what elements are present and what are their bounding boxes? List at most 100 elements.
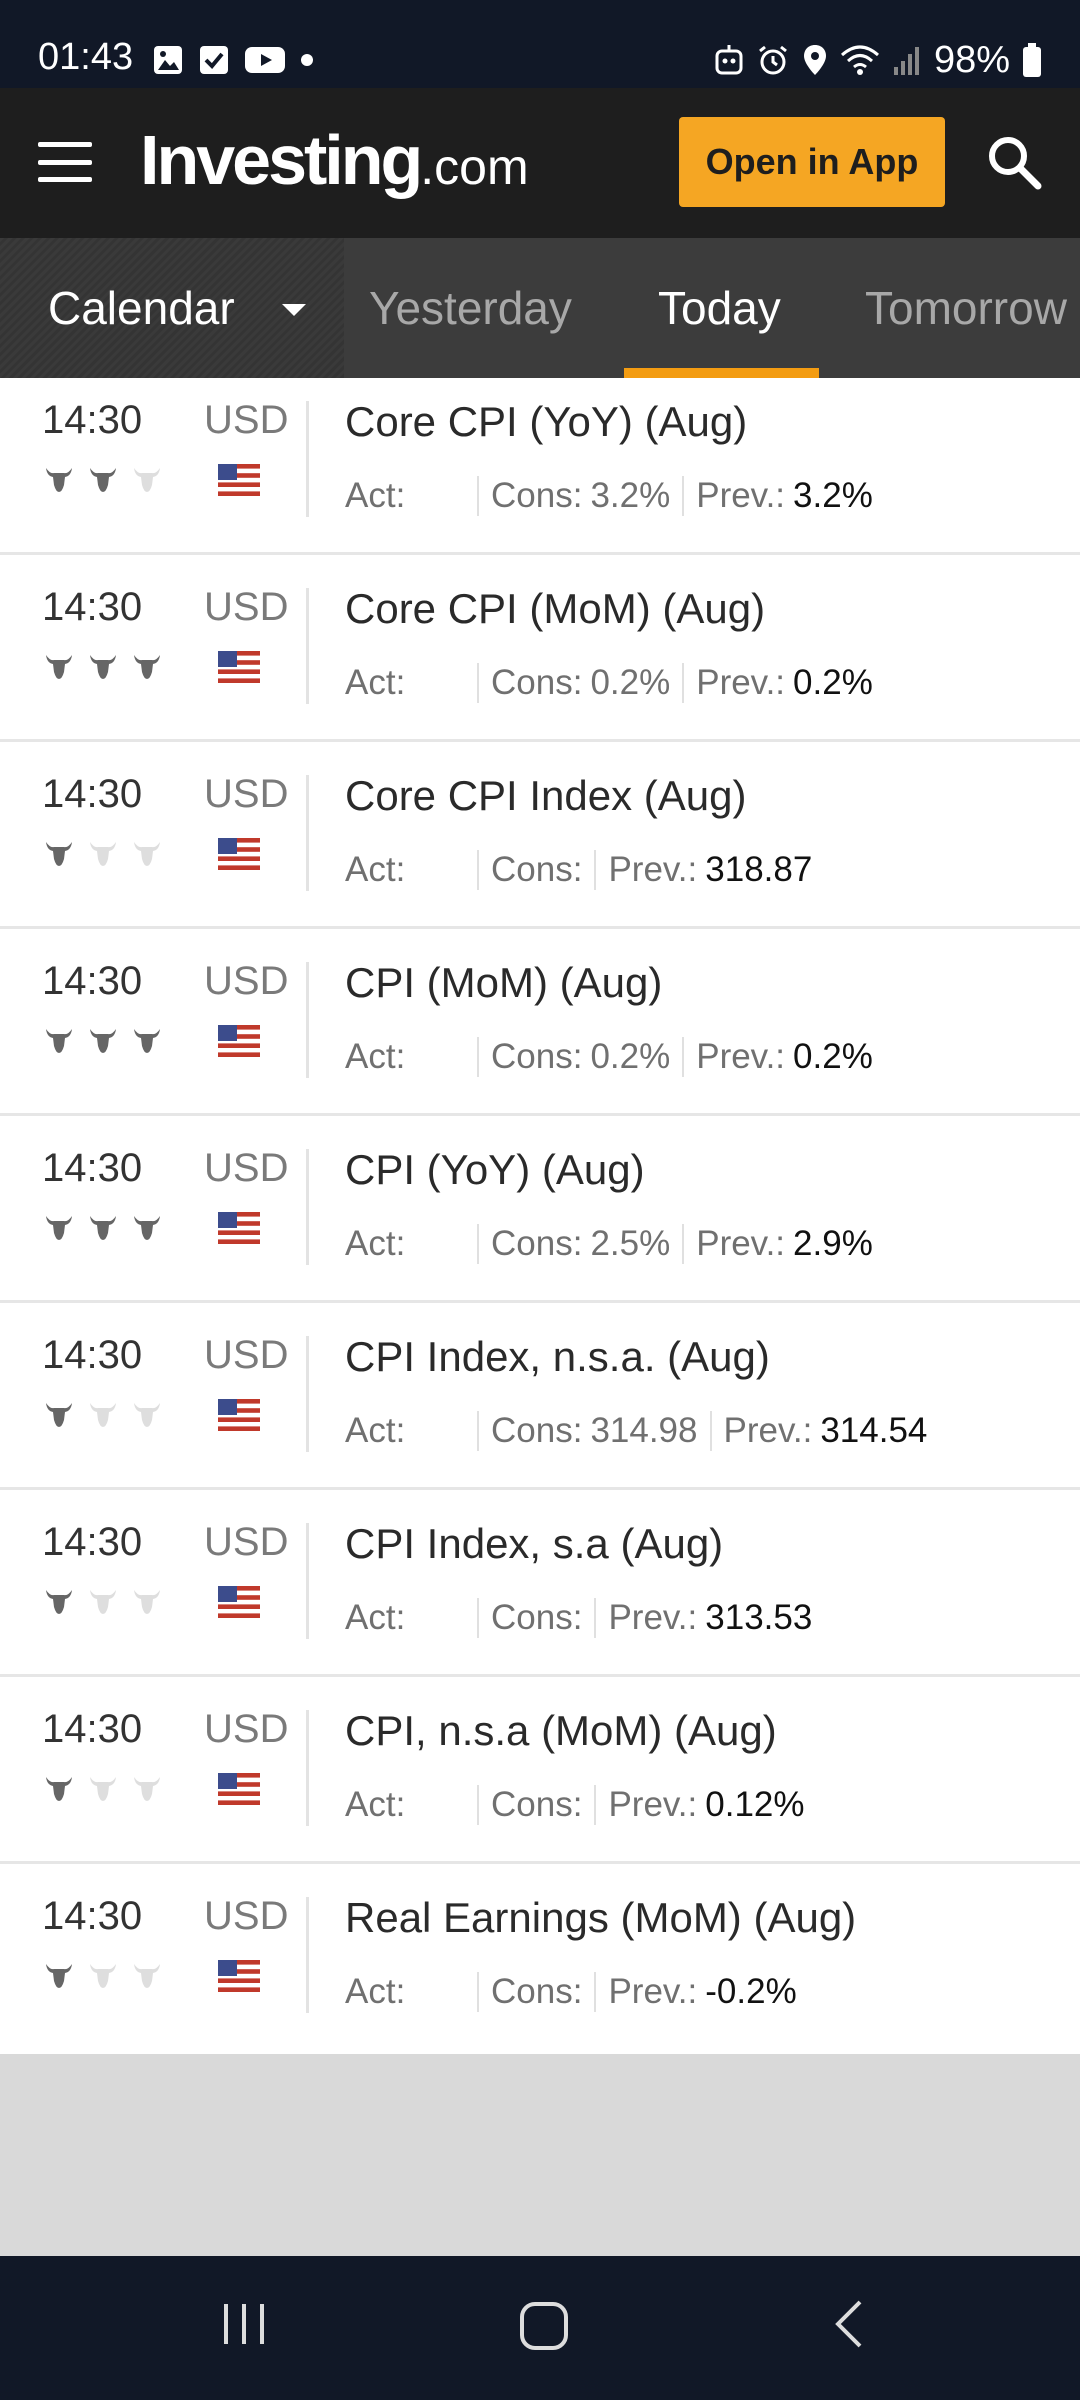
importance-rating — [44, 651, 162, 681]
value-divider — [594, 1598, 597, 1638]
actual-label: Act: — [345, 663, 406, 702]
row-divider — [306, 1897, 309, 2013]
value-divider — [477, 1037, 479, 1077]
us-flag-icon — [218, 1212, 260, 1244]
calendar-label: Calendar — [48, 282, 235, 334]
value-divider — [594, 850, 597, 890]
event-values: Act: Cons: 3.2% Prev.: 3.2% — [345, 476, 873, 516]
bull-icon — [46, 1029, 72, 1053]
bull-icon — [46, 1216, 72, 1240]
status-left-icons — [152, 42, 314, 78]
bull-icon — [134, 842, 160, 866]
importance-rating — [44, 838, 162, 868]
bull-icon — [90, 655, 116, 679]
event-time: 14:30 — [42, 1333, 143, 1377]
bull-icon — [134, 655, 160, 679]
event-title: CPI Index, s.a (Aug) — [345, 1520, 724, 1567]
event-time: 14:30 — [42, 1520, 143, 1564]
event-title: CPI (MoM) (Aug) — [345, 959, 663, 1006]
event-row[interactable]: 14:30 USD CPI Index, s.a (Aug) Act: Cons… — [0, 1487, 1080, 1674]
events-list[interactable]: 14:30 USD Core CPI (YoY) (Aug) Act: Cons… — [0, 378, 1080, 2054]
tab-tomorrow[interactable]: Tomorrow — [865, 282, 1067, 334]
event-values: Act: Cons: Prev.: 0.12% — [345, 1785, 805, 1825]
event-title: Real Earnings (MoM) (Aug) — [345, 1894, 857, 1941]
row-divider — [306, 1149, 309, 1265]
consensus-label: Cons: — [491, 476, 583, 515]
checkbox-icon — [200, 46, 228, 74]
actual-label: Act: — [345, 1785, 406, 1824]
event-row[interactable]: 14:30 USD Core CPI Index (Aug) Act: Cons… — [0, 739, 1080, 926]
row-divider — [306, 775, 309, 891]
bull-icon — [134, 1029, 160, 1053]
row-divider — [306, 1523, 309, 1639]
actual-label: Act: — [345, 1598, 406, 1637]
bull-icon — [46, 468, 72, 492]
event-values: Act: Cons: Prev.: -0.2% — [345, 1972, 797, 2012]
event-currency: USD — [204, 772, 289, 816]
value-divider — [477, 663, 479, 703]
event-title: Core CPI (MoM) (Aug) — [345, 585, 766, 632]
us-flag-icon — [218, 838, 260, 870]
event-row[interactable]: 14:30 USD Real Earnings (MoM) (Aug) Act:… — [0, 1861, 1080, 2048]
previous-label: Prev.: — [696, 1037, 786, 1076]
bull-icon — [46, 842, 72, 866]
consensus-value: 0.2% — [590, 663, 671, 702]
actual-label: Act: — [345, 476, 406, 515]
event-currency: USD — [204, 1520, 289, 1564]
event-title: CPI Index, n.s.a. (Aug) — [345, 1333, 770, 1380]
consensus-label: Cons: — [491, 1598, 583, 1637]
event-row[interactable]: 14:30 USD CPI (MoM) (Aug) Act: Cons: 0.2%… — [0, 926, 1080, 1113]
event-currency: USD — [204, 398, 289, 442]
us-flag-icon — [218, 464, 260, 496]
bull-icon — [46, 1964, 72, 1988]
event-title: Core CPI (YoY) (Aug) — [345, 398, 748, 445]
active-tab-indicator — [624, 368, 819, 378]
bull-icon — [46, 1403, 72, 1427]
previous-value: 318.87 — [705, 850, 813, 889]
value-divider — [477, 1224, 479, 1264]
recent-apps-icon[interactable] — [216, 2296, 272, 2352]
value-divider — [477, 476, 479, 516]
consensus-label: Cons: — [491, 1037, 583, 1076]
value-divider — [682, 1224, 685, 1264]
event-row[interactable]: 14:30 USD CPI (YoY) (Aug) Act: Cons: 2.5%… — [0, 1113, 1080, 1300]
event-row[interactable]: 14:30 USD CPI, n.s.a (MoM) (Aug) Act: Co… — [0, 1674, 1080, 1861]
actual-label: Act: — [345, 1411, 406, 1450]
event-currency: USD — [204, 1894, 289, 1938]
us-flag-icon — [218, 651, 260, 683]
event-currency: USD — [204, 1146, 289, 1190]
tab-yesterday[interactable]: Yesterday — [369, 282, 572, 334]
event-time: 14:30 — [42, 1146, 143, 1190]
event-row[interactable]: 14:30 USD Core CPI (MoM) (Aug) Act: Cons… — [0, 552, 1080, 739]
ad-placeholder — [0, 2054, 1080, 2256]
bull-icon — [134, 1216, 160, 1240]
event-row[interactable]: 14:30 USD CPI Index, n.s.a. (Aug) Act: C… — [0, 1300, 1080, 1487]
robot-icon — [715, 45, 743, 75]
consensus-value: 2.5% — [590, 1224, 671, 1263]
consensus-label: Cons: — [491, 663, 583, 702]
actual-label: Act: — [345, 1972, 406, 2011]
tab-today[interactable]: Today — [658, 282, 781, 334]
event-row[interactable]: 14:30 USD Core CPI (YoY) (Aug) Act: Cons… — [0, 378, 1080, 552]
row-divider — [306, 962, 309, 1078]
app-header: Investing.com Open in App — [0, 88, 1080, 238]
previous-label: Prev.: — [696, 663, 786, 702]
search-icon[interactable] — [984, 132, 1044, 192]
back-icon[interactable] — [822, 2296, 878, 2352]
bull-icon — [90, 1964, 116, 1988]
bull-icon — [134, 1964, 160, 1988]
alarm-icon — [759, 45, 787, 75]
youtube-icon — [245, 47, 285, 73]
home-icon[interactable] — [514, 2296, 574, 2356]
previous-label: Prev.: — [608, 850, 698, 889]
calendar-dropdown[interactable]: Calendar — [0, 238, 344, 378]
previous-value: -0.2% — [705, 1972, 797, 2011]
logo[interactable]: Investing.com — [140, 121, 529, 199]
open-in-app-button[interactable]: Open in App — [679, 117, 945, 207]
us-flag-icon — [218, 1025, 260, 1057]
value-divider — [477, 850, 479, 890]
previous-label: Prev.: — [608, 1785, 698, 1824]
consensus-label: Cons: — [491, 1411, 583, 1450]
actual-label: Act: — [345, 1224, 406, 1263]
menu-icon[interactable] — [38, 142, 92, 182]
